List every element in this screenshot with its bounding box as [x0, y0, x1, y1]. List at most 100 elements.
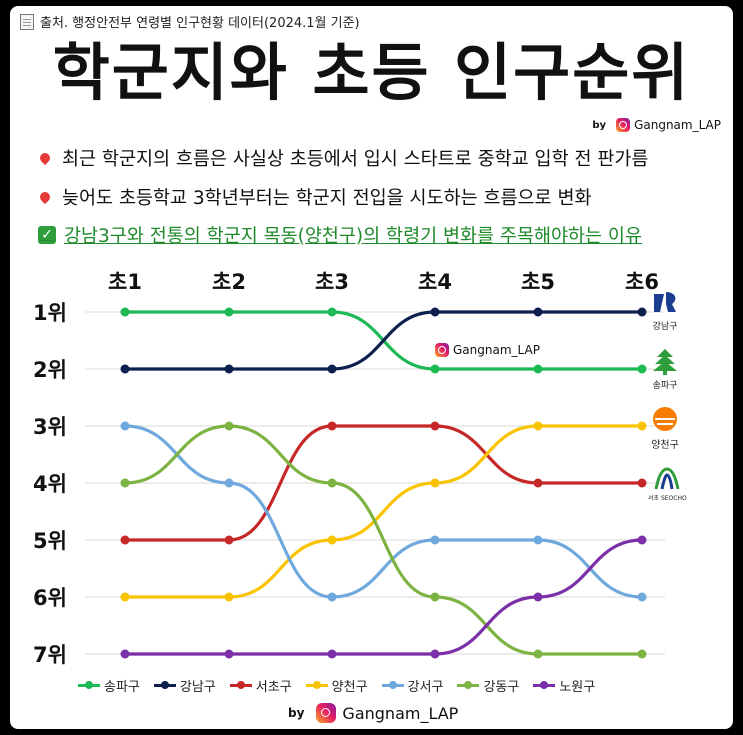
legend-label: 강남구 — [179, 680, 216, 695]
legend-item: 양천구 — [305, 676, 368, 695]
watermark-text: Gangnam_LAP — [453, 343, 540, 357]
y-tick-label: 4위 — [33, 472, 67, 496]
y-tick-label: 6위 — [33, 586, 67, 610]
series-line — [124, 424, 643, 599]
chart-watermark: Gangnam_LAP — [435, 343, 540, 357]
data-point — [224, 592, 234, 602]
y-tick-label: 1위 — [33, 301, 67, 325]
series-line — [125, 538, 643, 656]
legend-label: 서초구 — [255, 680, 292, 695]
data-point — [120, 364, 130, 374]
seocho-logo: 서초 SEOCHO — [648, 465, 687, 502]
data-point — [430, 307, 440, 317]
data-point — [327, 364, 337, 374]
data-point — [637, 478, 647, 488]
data-point — [533, 592, 543, 602]
data-point — [637, 421, 647, 431]
data-point — [533, 535, 543, 545]
legend-item: 강서구 — [381, 676, 444, 695]
legend-item: 서초구 — [229, 676, 292, 695]
data-point — [430, 478, 440, 488]
data-point — [224, 421, 234, 431]
data-point — [224, 649, 234, 659]
data-point — [327, 421, 337, 431]
data-point — [224, 478, 234, 488]
data-point — [327, 592, 337, 602]
data-point — [533, 364, 543, 374]
yangcheon-sun-icon — [653, 407, 677, 431]
handle-text: Gangnam_LAP — [342, 703, 459, 723]
data-point — [120, 535, 130, 545]
data-point — [533, 649, 543, 659]
x-tick-label: 초5 — [521, 270, 555, 294]
by-label: by — [288, 706, 305, 720]
legend-swatch — [381, 681, 404, 689]
data-point — [637, 649, 647, 659]
page-title: 학군지와 초등 인구순위 — [52, 36, 691, 109]
seocho-emblem-icon — [654, 467, 680, 490]
series-line — [125, 310, 642, 371]
data-point — [327, 478, 337, 488]
data-point — [120, 649, 130, 659]
legend-label: 송파구 — [104, 680, 140, 695]
legend-item: 노원구 — [533, 676, 595, 695]
bullet-2: 늦어도 초등학교 3학년부터는 학군지 전입을 시도하는 흐름으로 변화 — [37, 184, 592, 210]
seocho-logo-text: 서초 SEOCHO — [648, 495, 687, 502]
instagram-icon — [616, 118, 631, 132]
data-point — [533, 421, 543, 431]
data-point — [327, 307, 337, 317]
legend-swatch — [153, 681, 176, 689]
data-point — [430, 364, 440, 374]
document-icon — [20, 13, 34, 30]
bullet-1-text: 최근 학군지의 흐름은 사실상 초등에서 입시 스타트로 중학교 입학 전 판가… — [62, 149, 649, 170]
data-point — [120, 421, 130, 431]
top-byline: by Gangnam_LAP — [592, 118, 721, 132]
data-point — [637, 307, 647, 317]
data-point — [430, 592, 440, 602]
legend-swatch — [229, 681, 252, 689]
x-tick-label: 초4 — [418, 270, 452, 294]
yangcheon-logo-text: 양천구 — [651, 440, 679, 451]
y-tick-label: 3위 — [33, 415, 67, 439]
legend-swatch — [457, 681, 480, 689]
legend-swatch — [305, 681, 328, 689]
bullet-2-text: 늦어도 초등학교 3학년부터는 학군지 전입을 시도하는 흐름으로 변화 — [62, 188, 592, 209]
legend-item: 강동구 — [457, 676, 519, 695]
songpa-logo: 송파구 — [650, 347, 680, 391]
data-point — [224, 307, 234, 317]
data-point — [224, 535, 234, 545]
legend-label: 강서구 — [407, 680, 444, 695]
x-tick-label: 초1 — [108, 270, 142, 294]
series-line — [124, 424, 642, 599]
data-point — [224, 364, 234, 374]
y-tick-label: 5위 — [33, 529, 67, 553]
legend-item: 강남구 — [153, 676, 216, 695]
songpa-logo-text: 송파구 — [652, 381, 678, 391]
bullet-3-text: 강남3구와 전통의 학군지 목동(양천구)의 학령기 변화를 주목해야하는 이유 — [64, 226, 642, 247]
data-point — [327, 649, 337, 659]
x-tick-label: 초2 — [212, 270, 246, 294]
legend-swatch — [78, 681, 100, 689]
source-note: 출처. 행정안전부 연령별 인구현황 데이터(2024.1월 기준) — [20, 12, 360, 31]
instagram-icon — [435, 343, 449, 357]
legend-label: 노원구 — [559, 680, 596, 695]
source-text: 출처. 행정안전부 연령별 인구현황 데이터(2024.1월 기준) — [40, 16, 360, 31]
y-tick-label: 2위 — [33, 358, 67, 382]
by-label: by — [592, 119, 607, 131]
gangnam-logo-text: 강남구 — [652, 322, 678, 332]
bottom-byline: by Gangnam_LAP — [288, 703, 458, 723]
data-point — [533, 307, 543, 317]
yangcheon-logo: 양천구 — [650, 405, 680, 451]
gangnam-emblem-icon — [654, 292, 676, 312]
y-tick-label: 7위 — [33, 643, 67, 667]
bullet-1: 최근 학군지의 흐름은 사실상 초등에서 입시 스타트로 중학교 입학 전 판가… — [37, 145, 649, 171]
data-point — [327, 535, 337, 545]
data-point — [120, 307, 130, 317]
legend-swatch — [533, 681, 556, 689]
x-tick-label: 초6 — [625, 270, 659, 294]
data-point — [637, 364, 647, 374]
handle-text: Gangnam_LAP — [634, 118, 721, 132]
legend-item: 송파구 — [78, 676, 140, 695]
data-point — [430, 421, 440, 431]
